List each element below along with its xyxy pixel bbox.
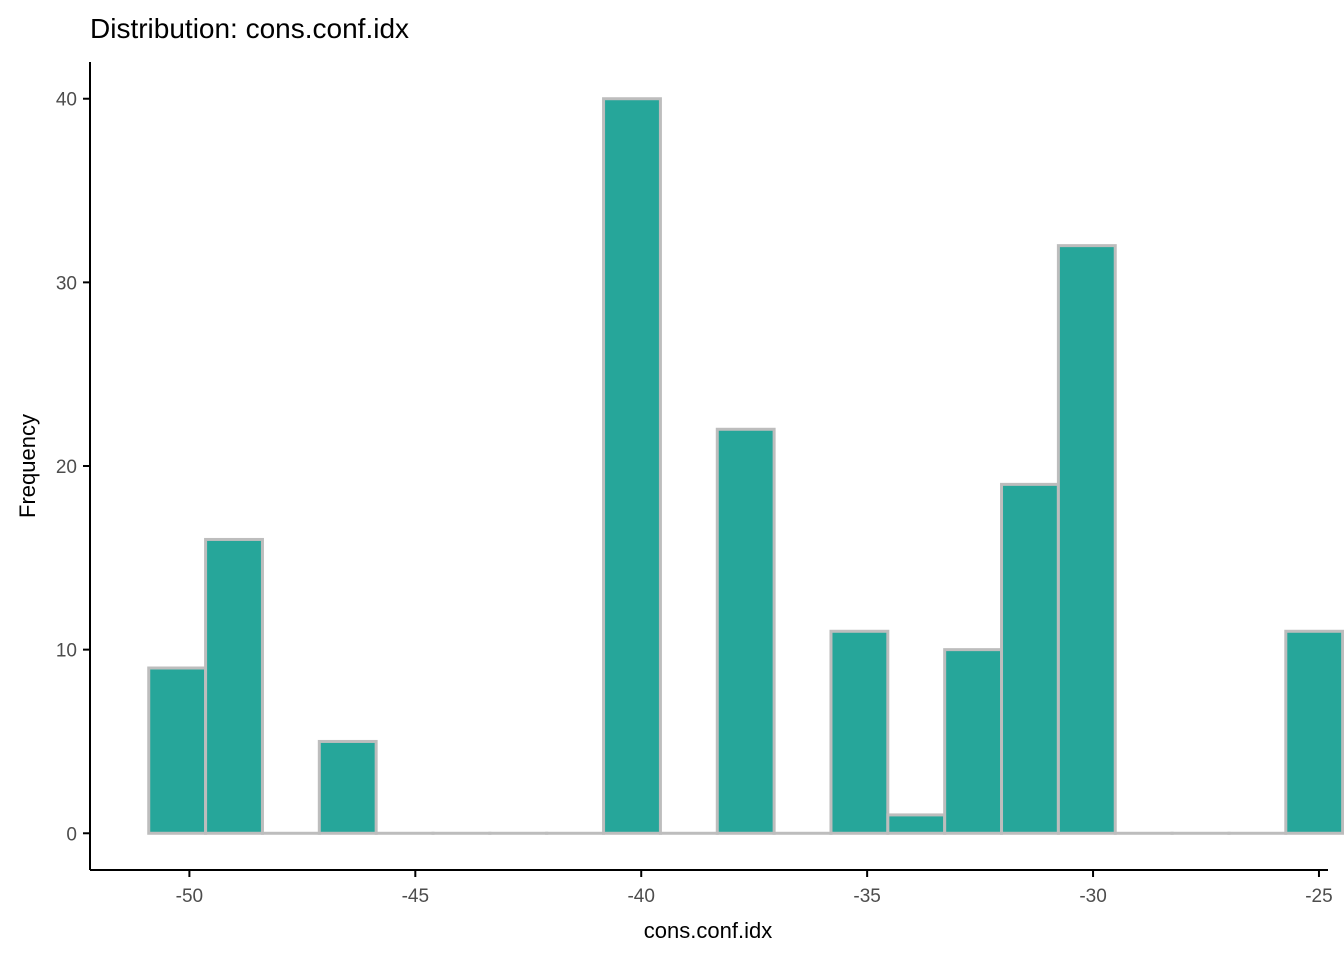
histogram-bar <box>1056 244 1117 835</box>
bars-layer <box>147 97 1344 835</box>
chart-title: Distribution: cons.conf.idx <box>90 13 409 44</box>
histogram-bar <box>602 97 662 835</box>
histogram-bar <box>317 739 378 835</box>
y-axis: 0 10 20 30 40 <box>56 62 91 870</box>
y-tick-label: 0 <box>66 824 77 845</box>
x-tick-label: -30 <box>1079 886 1106 907</box>
y-tick-label: 40 <box>56 90 77 111</box>
x-axis-title: cons.conf.idx <box>644 918 772 943</box>
x-tick-label: -45 <box>402 886 429 907</box>
x-axis: -50 -45 -40 -35 -30 -25 <box>90 869 1333 907</box>
histogram-bar <box>1284 629 1344 835</box>
histogram-bar <box>147 666 208 835</box>
x-tick-label: -50 <box>176 886 203 907</box>
x-tick-label: -40 <box>627 886 654 907</box>
histogram-bar <box>943 648 1004 835</box>
y-axis-title: Frequency <box>15 414 40 518</box>
histogram-bar <box>1000 482 1060 835</box>
y-tick-label: 20 <box>56 457 77 478</box>
histogram-bar <box>204 537 264 835</box>
histogram-bar <box>829 629 890 835</box>
histogram-bar <box>886 813 947 835</box>
histogram-bar <box>715 427 776 835</box>
y-tick-label: 30 <box>56 273 77 294</box>
y-tick-label: 10 <box>56 641 77 662</box>
x-tick-label: -35 <box>853 886 880 907</box>
x-tick-label: -25 <box>1305 886 1332 907</box>
